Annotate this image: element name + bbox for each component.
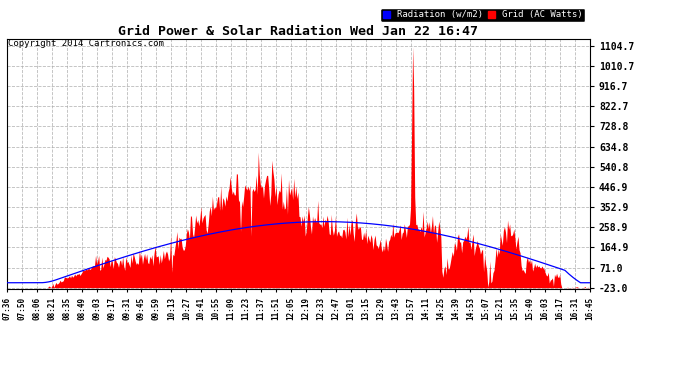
Text: Copyright 2014 Cartronics.com: Copyright 2014 Cartronics.com bbox=[8, 39, 164, 48]
Title: Grid Power & Solar Radiation Wed Jan 22 16:47: Grid Power & Solar Radiation Wed Jan 22 … bbox=[119, 25, 478, 38]
Legend: Radiation (w/m2), Grid (AC Watts): Radiation (w/m2), Grid (AC Watts) bbox=[380, 8, 585, 22]
